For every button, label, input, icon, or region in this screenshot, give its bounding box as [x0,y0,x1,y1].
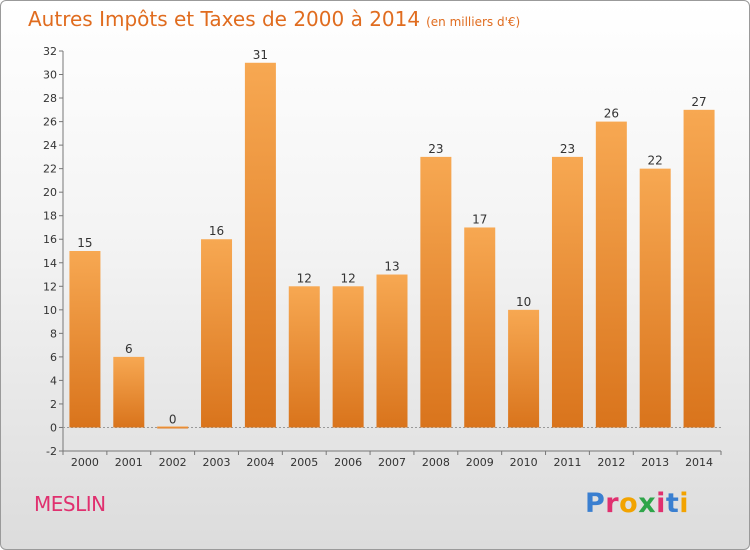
data-label: 23 [560,142,575,156]
x-tick-label: 2004 [246,456,274,469]
bar [157,426,189,429]
data-label: 12 [340,271,355,285]
data-label: 10 [516,295,531,309]
logo-letter: P [585,488,606,519]
y-tick-label: 14 [43,257,57,270]
x-tick-label: 2002 [159,456,187,469]
y-tick-label: 28 [43,92,57,105]
bar [376,274,408,428]
logo-letter: i [656,488,666,519]
chart-title: Autres Impôts et Taxes de 2000 à 2014 (en… [28,7,520,31]
y-tick-label: 32 [43,45,57,58]
x-tick-label: 2003 [203,456,231,469]
bar [683,109,715,428]
y-tick-label: 2 [50,398,57,411]
x-tick-label: 2001 [115,456,143,469]
y-tick-label: 18 [43,210,57,223]
y-tick-label: 12 [43,280,57,293]
logo-letter: o [619,488,639,519]
data-label: 16 [209,224,224,238]
y-tick-label: 22 [43,163,57,176]
bar [332,286,364,428]
y-tick-label: 4 [50,374,57,387]
chart-title-text: Autres Impôts et Taxes de 2000 à 2014 [28,7,421,31]
data-label: 12 [297,271,312,285]
bar [639,168,671,428]
bar [288,286,320,428]
y-tick-label: -2 [46,445,57,458]
logo-letter: i [679,488,690,519]
x-tick-label: 2000 [71,456,99,469]
x-tick-label: 2011 [553,456,581,469]
data-label: 13 [384,260,399,274]
data-label: 22 [648,154,663,168]
data-label: 23 [428,142,443,156]
y-tick-label: 24 [43,139,57,152]
town-name: MESLIN [34,492,106,516]
logo-letter: x [638,488,657,519]
y-tick-label: 30 [43,69,57,82]
data-label: 17 [472,212,487,226]
data-label: 31 [253,48,268,62]
proxiti-logo[interactable]: Proxiti [585,488,689,519]
data-label: 0 [169,412,177,426]
bar [420,156,452,428]
y-tick-label: 10 [43,304,57,317]
x-tick-label: 2009 [466,456,494,469]
y-tick-label: 20 [43,186,57,199]
y-tick-label: 6 [50,351,57,364]
data-label: 15 [77,236,92,250]
x-tick-label: 2010 [510,456,538,469]
x-tick-label: 2012 [597,456,625,469]
x-tick-label: 2008 [422,456,450,469]
bar [201,239,233,428]
bar [244,62,276,428]
y-tick-label: 0 [50,421,57,434]
data-label: 27 [691,95,706,109]
x-tick-label: 2007 [378,456,406,469]
bar [69,251,101,428]
chart-subtitle: (en milliers d'€) [426,15,521,29]
x-tick-label: 2006 [334,456,362,469]
bar [551,156,583,428]
y-tick-label: 26 [43,116,57,129]
logo-letter: r [605,488,620,519]
x-tick-label: 2013 [641,456,669,469]
bar [595,121,627,428]
data-label: 26 [604,107,619,121]
data-label: 6 [125,342,133,356]
logo-letter: t [665,488,680,519]
x-tick-label: 2014 [685,456,713,469]
y-tick-label: 8 [50,327,57,340]
x-tick-label: 2005 [290,456,318,469]
bar [464,227,496,428]
bar [508,309,540,428]
y-tick-label: 16 [43,233,57,246]
bar [113,356,145,428]
